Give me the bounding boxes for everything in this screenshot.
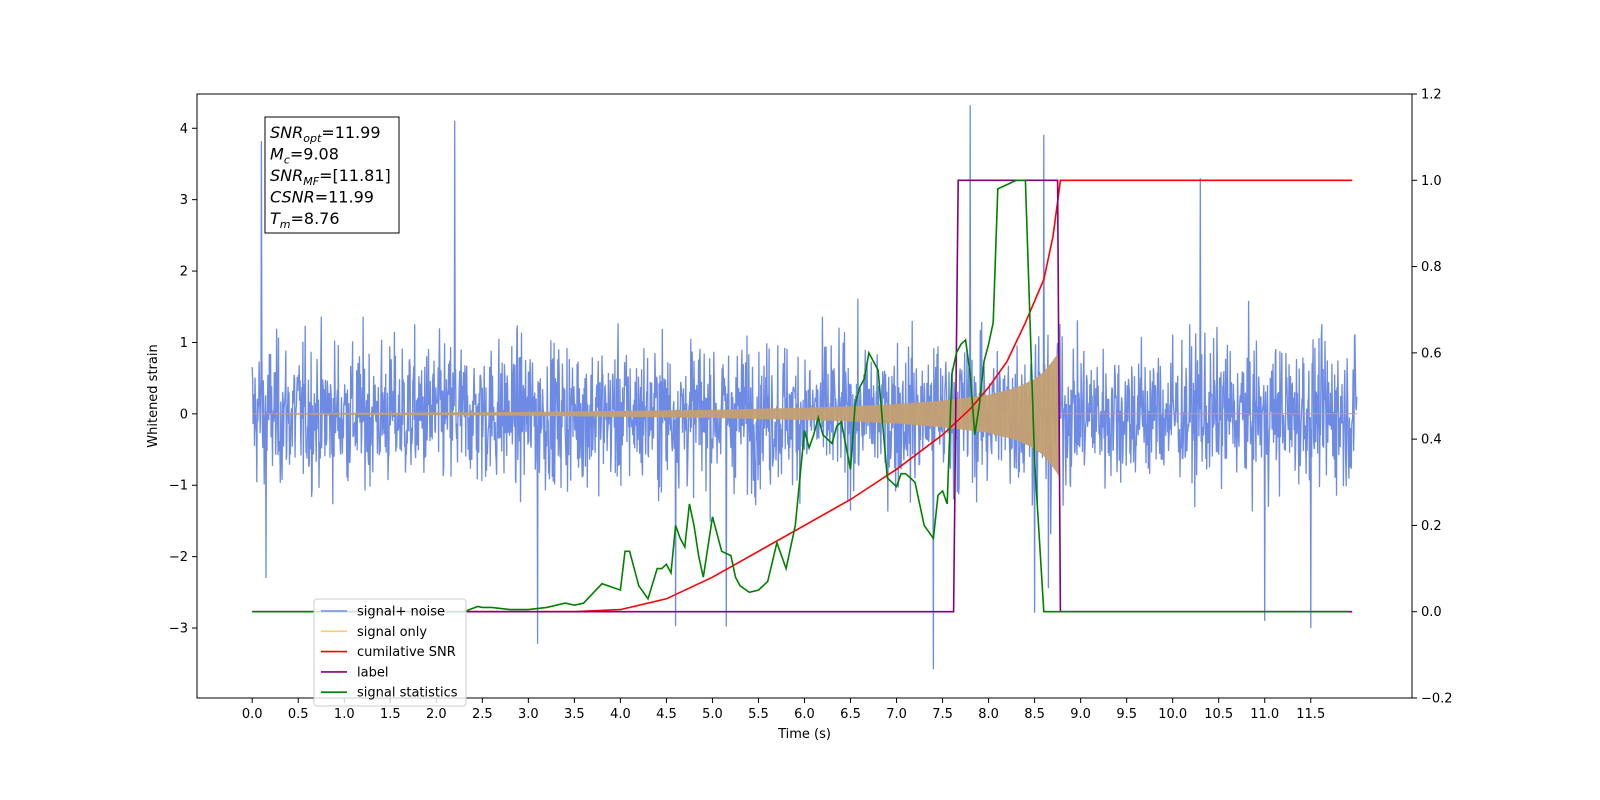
info-subscript: MF (303, 175, 319, 188)
series-signal-only (252, 351, 1357, 477)
x-tick-label: 9.0 (1070, 707, 1091, 722)
x-tick-label: 11.5 (1296, 707, 1325, 722)
y2-tick-label: 0.0 (1421, 605, 1442, 620)
info-subscript: c (284, 154, 290, 167)
info-line: Tm=8.76 (270, 209, 340, 231)
y2-tick-label: −0.2 (1421, 692, 1453, 707)
x-tick-label: 2.0 (426, 707, 447, 722)
legend-frame (313, 598, 467, 707)
y-tick-label: 4 (180, 122, 188, 137)
y2-tick-label: 1.2 (1421, 88, 1442, 103)
x-tick-label: 7.0 (886, 707, 907, 722)
series-cumilative-snr (463, 179, 1353, 613)
series-signal-plus-noise (251, 105, 1358, 670)
x-tick-label: 8.0 (978, 707, 999, 722)
x-tick-label: 0.0 (242, 707, 263, 722)
info-line: Mc=9.08 (270, 145, 339, 167)
info-line: CSNR=11.99 (270, 188, 374, 207)
x-tick-label: 5.5 (748, 707, 769, 722)
x-tick-label: 0.5 (288, 707, 309, 722)
y2-tick-label: 1.0 (1421, 174, 1442, 189)
y-tick-label: 2 (180, 265, 188, 280)
series-signal-statistics (252, 179, 1348, 613)
y-tick-label: 3 (180, 193, 188, 208)
info-symbol: SNR (270, 123, 303, 142)
x-tick-label: 11.0 (1250, 707, 1279, 722)
legend-label: signal only (357, 625, 427, 640)
info-symbol: SNR (270, 166, 303, 185)
info-value: =8.76 (291, 209, 340, 228)
legend-label: signal+ noise (357, 605, 445, 620)
y-tick-label: 1 (180, 336, 188, 351)
info-line: SNRopt=11.99 (270, 123, 381, 145)
info-symbol: T (270, 209, 281, 228)
x-tick-label: 9.5 (1116, 707, 1137, 722)
y-tick-label: −2 (169, 550, 188, 565)
legend-label: cumilative SNR (357, 645, 456, 660)
x-tick-label: 10.5 (1204, 707, 1233, 722)
info-symbol: CSNR (270, 188, 315, 207)
info-value: =11.99 (315, 188, 374, 207)
x-tick-label: 1.0 (334, 707, 355, 722)
series-group (251, 105, 1358, 670)
x-tick-label: 5.0 (702, 707, 723, 722)
x-tick-label: 4.0 (610, 707, 631, 722)
x-tick-label: 7.5 (932, 707, 953, 722)
y-axis-right: −0.2 0.0 0.2 0.4 0.6 0.8 1.0 1.2 (1412, 88, 1453, 707)
info-value: =9.08 (290, 145, 339, 164)
y2-tick-label: 0.4 (1421, 433, 1442, 448)
y-tick-label: −1 (169, 479, 188, 494)
x-axis: 0.0 0.5 1.0 1.5 2.0 2.5 3.0 3.5 4.0 4.5 5.0 5.5 6.0 6… (242, 698, 1325, 722)
x-tick-label: 4.5 (656, 707, 677, 722)
x-tick-label: 3.5 (564, 707, 585, 722)
y2-tick-label: 0.6 (1421, 346, 1442, 361)
y-tick-label: 0 (180, 407, 188, 422)
x-axis-label: Time (s) (777, 727, 831, 742)
y-axis-left: −3 −2 −1 0 1 2 3 4 (169, 122, 197, 637)
legend-label: label (357, 665, 388, 680)
x-tick-label: 10.0 (1158, 707, 1187, 722)
x-tick-label: 2.5 (472, 707, 493, 722)
x-tick-label: 8.5 (1024, 707, 1045, 722)
info-line: SNRMF=[11.81] (270, 166, 391, 188)
x-tick-label: 6.0 (794, 707, 815, 722)
info-subscript: m (280, 218, 291, 231)
x-tick-label: 1.5 (380, 707, 401, 722)
x-tick-label: 3.0 (518, 707, 539, 722)
info-subscript: opt (303, 132, 322, 145)
y-axis-label: Whitened strain (146, 344, 161, 447)
info-value: =[11.81] (319, 166, 391, 185)
info-box-frame (264, 116, 400, 234)
legend: signal+ noise signal only cumilative SNR la… (313, 598, 467, 707)
info-value: =11.99 (321, 123, 380, 142)
y-tick-label: −3 (169, 622, 188, 637)
y2-tick-label: 0.2 (1421, 519, 1442, 534)
x-tick-label: 6.5 (840, 707, 861, 722)
info-box: SNRopt=11.99Mc=9.08SNRMF=[11.81]CSNR=11.… (264, 116, 400, 234)
info-symbol: M (270, 145, 284, 164)
y2-tick-label: 0.8 (1421, 260, 1442, 275)
legend-label: signal statistics (357, 686, 458, 701)
